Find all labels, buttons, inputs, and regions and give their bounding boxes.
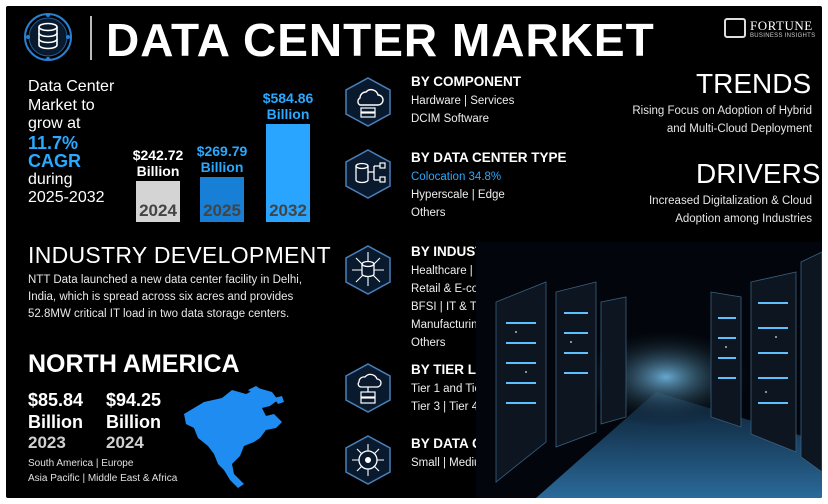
growth-line: Market to (28, 96, 95, 114)
na-value-year: 2024 (106, 433, 144, 452)
segment-line: Tier 3 | Tier 4 (411, 401, 479, 413)
segment-line: Hyperscale | Edge (411, 189, 505, 201)
bar-year-label: 2025 (203, 201, 241, 220)
trends-line: and Multi-Cloud Deployment (666, 123, 812, 135)
na-value-unit: Billion (106, 412, 161, 432)
drivers-line: Adoption among Industries (675, 213, 812, 225)
drivers-title: DRIVERS (696, 158, 821, 189)
market-size-bars: 2024 $242.72 Billion 2025 $269.79 Billion 2032… (126, 78, 326, 222)
industry-development-title: INDUSTRY DEVELOPMENT (28, 242, 331, 268)
north-america-map-icon (184, 386, 284, 488)
database-globe-icon (24, 13, 72, 61)
segment-line: Hardware | Services (411, 95, 515, 107)
brand-logo: FORTUNE BUSINESS INSIGHTS (724, 18, 820, 48)
segment-line: Others (411, 207, 446, 219)
trends-text: Rising Focus on Adoption of Hybrid and M… (632, 102, 812, 138)
brand-icon (724, 18, 746, 38)
bar-2032: 2032 (266, 124, 310, 222)
trends-title: TRENDS (696, 68, 812, 99)
regions-line: Asia Pacific | Middle East & Africa (28, 473, 178, 484)
infographic: DATA CENTER MARKET FORTUNE BUSINESS INSI… (6, 6, 822, 498)
network-database-icon (345, 245, 391, 295)
cloud-stack-icon (345, 363, 391, 413)
bar-2025: 2025 (200, 177, 244, 222)
segment-line: Manufacturing (411, 319, 484, 331)
na-value-unit: Billion (28, 412, 83, 432)
growth-line: grow at (28, 115, 81, 132)
brand-subtitle: BUSINESS INSIGHTS (750, 33, 816, 39)
segment-line: Others (411, 337, 446, 349)
bar-value-amount: $269.79 (196, 143, 248, 159)
bar-2024: 2024 (136, 181, 180, 222)
bar-value-amount: $242.72 (132, 147, 184, 163)
cagr-label: CAGR (28, 151, 81, 171)
bar-value-label: $269.79 Billion (182, 143, 262, 175)
drivers-text: Increased Digitalization & Cloud Adoptio… (649, 192, 812, 228)
drivers-line: Increased Digitalization & Cloud (648, 195, 812, 207)
page-title: DATA CENTER MARKET (106, 14, 655, 66)
bar-value-amount: $584.86 (262, 90, 314, 106)
database-flow-icon (345, 149, 391, 199)
na-value-amount: $85.84 (28, 390, 84, 410)
growth-statement: Data Center Market to grow at 11.7% CAGR… (28, 78, 128, 208)
industry-development-text: NTT Data launched a new data center faci… (28, 274, 303, 320)
north-america-title: NORTH AMERICA (28, 350, 240, 378)
segment-title: BY COMPONENT (411, 74, 522, 89)
bar-value-unit: Billion (266, 106, 310, 122)
na-value-year: 2023 (28, 433, 66, 452)
bar-value-label: $584.86 Billion (248, 90, 328, 122)
segment-title: BY DATA CENTER TYPE (411, 150, 567, 165)
header-divider (90, 16, 92, 60)
bar-year-label: 2032 (269, 201, 307, 220)
cloud-server-icon (345, 77, 391, 127)
bar-year-label: 2024 (139, 201, 177, 220)
na-value-amount: $94.25 (106, 390, 162, 410)
segment-highlight: Colocation 34.8% (411, 171, 502, 183)
other-regions: South America | Europe Asia Pacific | Mi… (28, 456, 177, 486)
bar-value-label: $242.72 Billion (118, 147, 198, 179)
bar-value-unit: Billion (136, 163, 180, 179)
growth-period: 2025-2032 (28, 189, 105, 206)
cagr-value: 11.7% (28, 132, 79, 153)
growth-line: Data Center (28, 78, 115, 95)
segment-line: DCIM Software (411, 113, 489, 125)
connected-hub-icon (345, 435, 391, 485)
bar-value-unit: Billion (200, 159, 244, 175)
growth-line: during (28, 170, 73, 188)
regions-line: South America | Europe (28, 458, 134, 469)
server-room-image (476, 242, 822, 498)
brand-name: FORTUNE (750, 18, 813, 33)
segment-line: Tier 1 and Tier 2 (411, 383, 495, 395)
trends-line: Rising Focus on Adoption of Hybrid (632, 105, 812, 117)
